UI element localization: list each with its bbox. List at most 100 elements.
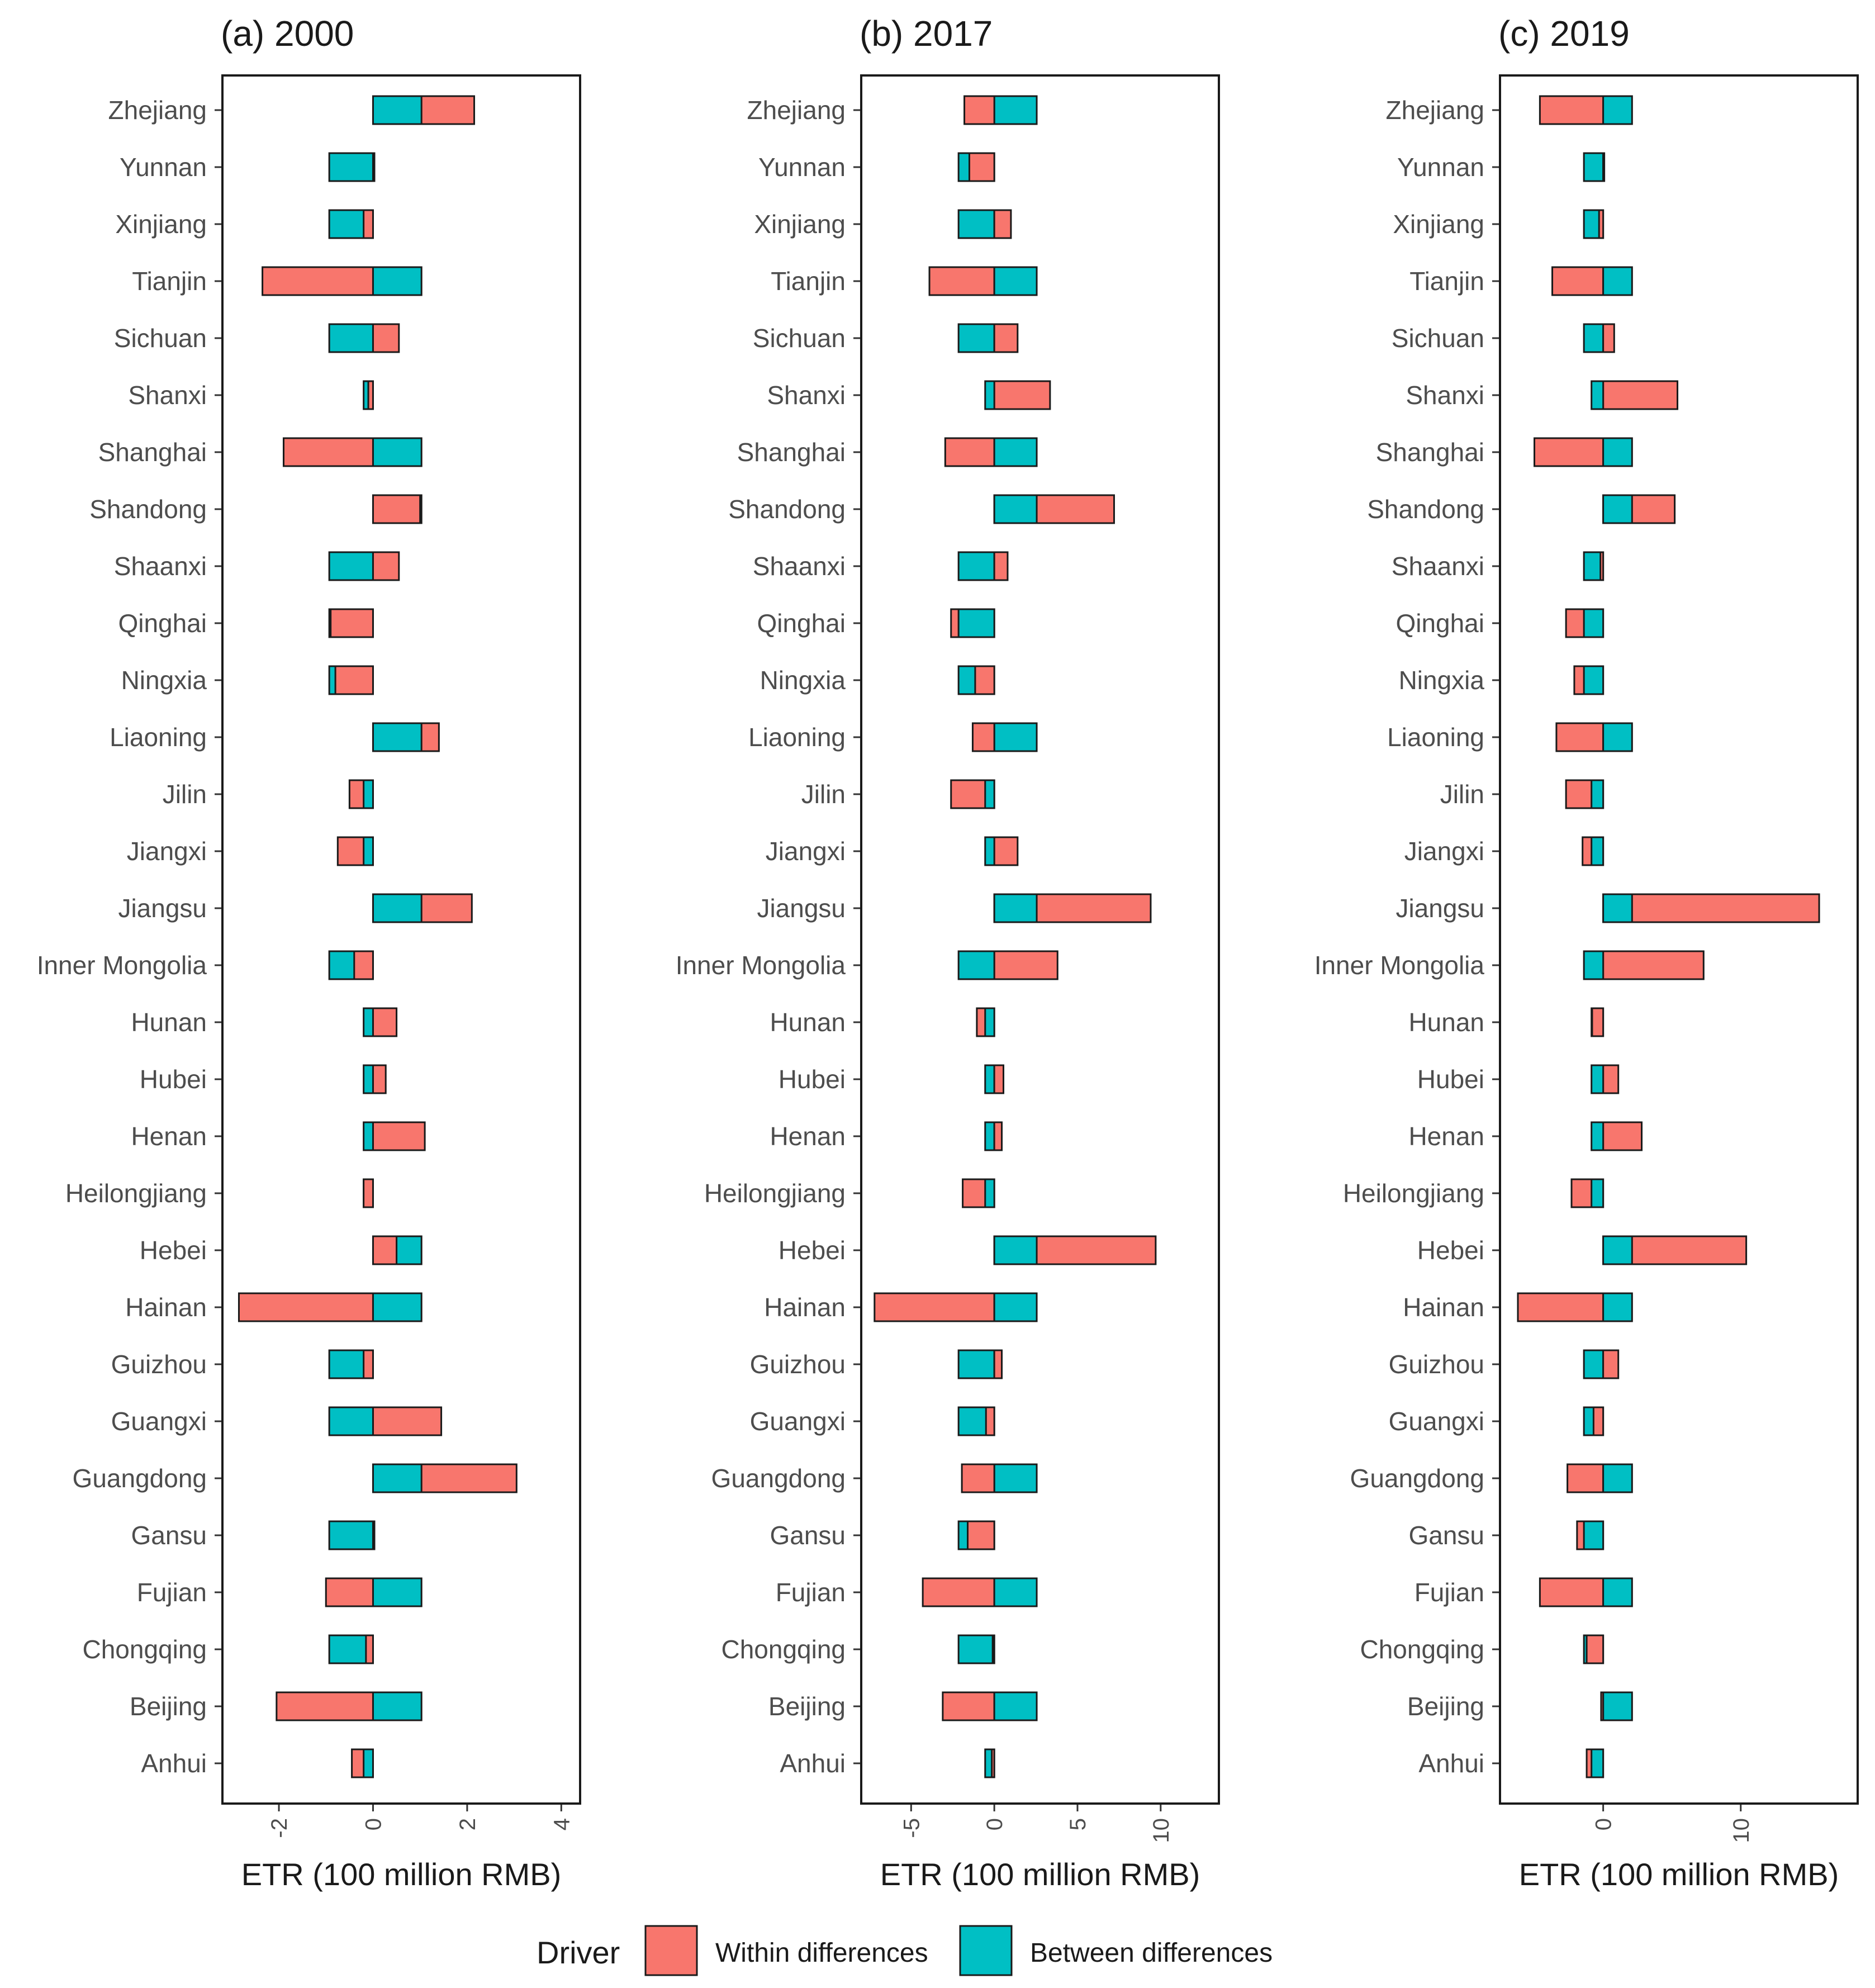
category-label-shanghai: Shanghai bbox=[98, 438, 207, 467]
x-tick-label: -2 bbox=[267, 1818, 292, 1838]
bar-between-zhejiang bbox=[993, 95, 1038, 125]
category-label-henan: Henan bbox=[1408, 1122, 1484, 1151]
category-label-chongqing: Chongqing bbox=[721, 1635, 846, 1664]
bar-between-guangxi bbox=[328, 1406, 374, 1436]
category-label-gansu: Gansu bbox=[131, 1521, 207, 1550]
category-label-shanxi: Shanxi bbox=[767, 381, 846, 410]
bar-between-beijing bbox=[993, 1691, 1038, 1721]
panel-title-2019: (c) 2019 bbox=[1498, 13, 1630, 54]
category-label-hubei: Hubei bbox=[1417, 1065, 1484, 1094]
category-label-gansu: Gansu bbox=[1408, 1521, 1484, 1550]
bar-within-guangxi bbox=[1592, 1406, 1605, 1436]
bar-within-guizhou bbox=[1602, 1349, 1620, 1379]
bar-between-tianjin bbox=[993, 266, 1038, 296]
bar-between-guizhou bbox=[1583, 1349, 1605, 1379]
bar-within-henan bbox=[372, 1121, 426, 1151]
category-label-jilin: Jilin bbox=[801, 780, 846, 809]
category-label-shandong: Shandong bbox=[89, 495, 207, 524]
bar-within-yunnan bbox=[968, 152, 995, 182]
x-tick-label: 10 bbox=[1729, 1818, 1754, 1843]
panel-title-2000: (a) 2000 bbox=[221, 13, 354, 54]
bar-within-henan bbox=[1602, 1121, 1643, 1151]
bar-between-gansu bbox=[1583, 1520, 1605, 1550]
bar-within-shanghai bbox=[282, 437, 374, 467]
bar-within-zhejiang bbox=[1539, 95, 1605, 125]
plot-border-2017 bbox=[860, 74, 1220, 1805]
bar-between-anhui bbox=[1591, 1748, 1605, 1778]
bar-between-shaanxi bbox=[957, 551, 995, 581]
x-tick-label: -5 bbox=[899, 1818, 924, 1838]
category-label-guangxi: Guangxi bbox=[1389, 1407, 1484, 1436]
bar-within-xinjiang bbox=[1598, 209, 1605, 239]
category-label-guizhou: Guizhou bbox=[111, 1350, 207, 1379]
category-label-gansu: Gansu bbox=[770, 1521, 846, 1550]
bar-within-guizhou bbox=[993, 1349, 1003, 1379]
category-label-yunnan: Yunnan bbox=[758, 153, 846, 182]
bar-between-hebei bbox=[993, 1235, 1038, 1265]
bar-between-jiangxi bbox=[984, 836, 995, 866]
category-label-qinghai: Qinghai bbox=[1395, 609, 1484, 638]
category-label-ningxia: Ningxia bbox=[121, 666, 207, 695]
bar-within-shaanxi bbox=[372, 551, 400, 581]
bar-within-sichuan bbox=[993, 323, 1019, 353]
bar-within-sichuan bbox=[1602, 323, 1615, 353]
category-label-hainan: Hainan bbox=[1403, 1293, 1484, 1322]
plot-border-2019 bbox=[1499, 74, 1859, 1805]
category-label-beijing: Beijing bbox=[768, 1692, 846, 1721]
bar-within-gansu bbox=[967, 1520, 995, 1550]
category-label-shanghai: Shanghai bbox=[1376, 438, 1484, 467]
bar-between-yunnan bbox=[1583, 152, 1605, 182]
category-label-guangxi: Guangxi bbox=[750, 1407, 846, 1436]
bar-within-xinjiang bbox=[993, 209, 1012, 239]
category-label-hebei: Hebei bbox=[140, 1236, 207, 1265]
bar-within-xinjiang bbox=[363, 209, 374, 239]
bar-within-hubei bbox=[993, 1064, 1005, 1094]
bar-between-hunan bbox=[984, 1007, 995, 1037]
category-label-heilongjiang: Heilongjiang bbox=[704, 1179, 846, 1208]
bar-within-fujian bbox=[325, 1577, 374, 1607]
bar-between-jilin bbox=[984, 779, 995, 809]
category-label-jilin: Jilin bbox=[163, 780, 207, 809]
panel-2000: (a) 2000 Zhejiang Yunnan Xinjiang Tianjin Si… bbox=[37, 13, 581, 1892]
category-label-hubei: Hubei bbox=[779, 1065, 846, 1094]
bar-within-yunnan bbox=[372, 152, 376, 182]
bar-within-ningxia bbox=[334, 665, 374, 695]
bar-between-tianjin bbox=[372, 266, 423, 296]
bar-between-guangdong bbox=[993, 1463, 1038, 1493]
bar-between-shanxi bbox=[984, 380, 995, 410]
panel-2017: (b) 2017 Zhejiang Yunnan Xinjiang Tianjin Si… bbox=[676, 13, 1220, 1892]
bar-between-hunan bbox=[363, 1007, 374, 1037]
bar-within-fujian bbox=[1539, 1577, 1605, 1607]
category-label-inner-mongolia: Inner Mongolia bbox=[1314, 951, 1485, 980]
category-label-jiangsu: Jiangsu bbox=[118, 894, 207, 923]
x-tick-label: 10 bbox=[1149, 1818, 1174, 1843]
category-label-shaanxi: Shaanxi bbox=[753, 552, 846, 581]
category-labels-2000: Zhejiang Yunnan Xinjiang Tianjin Sichuan Shan… bbox=[37, 96, 222, 1778]
bar-within-hebei bbox=[372, 1235, 398, 1265]
bar-between-hubei bbox=[984, 1064, 995, 1094]
legend-label-within: Within differences bbox=[715, 1938, 928, 1968]
category-label-liaoning: Liaoning bbox=[110, 723, 207, 752]
category-label-qinghai: Qinghai bbox=[118, 609, 207, 638]
bar-between-hainan bbox=[993, 1292, 1038, 1322]
category-label-shaanxi: Shaanxi bbox=[114, 552, 207, 581]
panel-title-2017: (b) 2017 bbox=[860, 13, 993, 54]
category-label-guangxi: Guangxi bbox=[111, 1407, 207, 1436]
category-label-fujian: Fujian bbox=[776, 1578, 846, 1607]
bar-between-guangdong bbox=[1602, 1463, 1633, 1493]
category-label-xinjiang: Xinjiang bbox=[115, 210, 207, 239]
category-label-xinjiang: Xinjiang bbox=[1393, 210, 1484, 239]
bar-between-beijing bbox=[372, 1691, 423, 1721]
category-label-henan: Henan bbox=[770, 1122, 846, 1151]
category-label-jilin: Jilin bbox=[1440, 780, 1484, 809]
bar-between-liaoning bbox=[993, 722, 1038, 752]
x-axis-title-2017: ETR (100 million RMB) bbox=[880, 1857, 1200, 1892]
bar-between-guizhou bbox=[957, 1349, 995, 1379]
category-label-tianjin: Tianjin bbox=[1409, 267, 1484, 296]
bar-within-zhejiang bbox=[963, 95, 995, 125]
category-label-inner-mongolia: Inner Mongolia bbox=[37, 951, 207, 980]
bar-between-zhejiang bbox=[372, 95, 423, 125]
category-label-anhui: Anhui bbox=[141, 1749, 207, 1778]
category-label-heilongjiang: Heilongjiang bbox=[65, 1179, 207, 1208]
x-tick-label: 0 bbox=[361, 1818, 386, 1830]
